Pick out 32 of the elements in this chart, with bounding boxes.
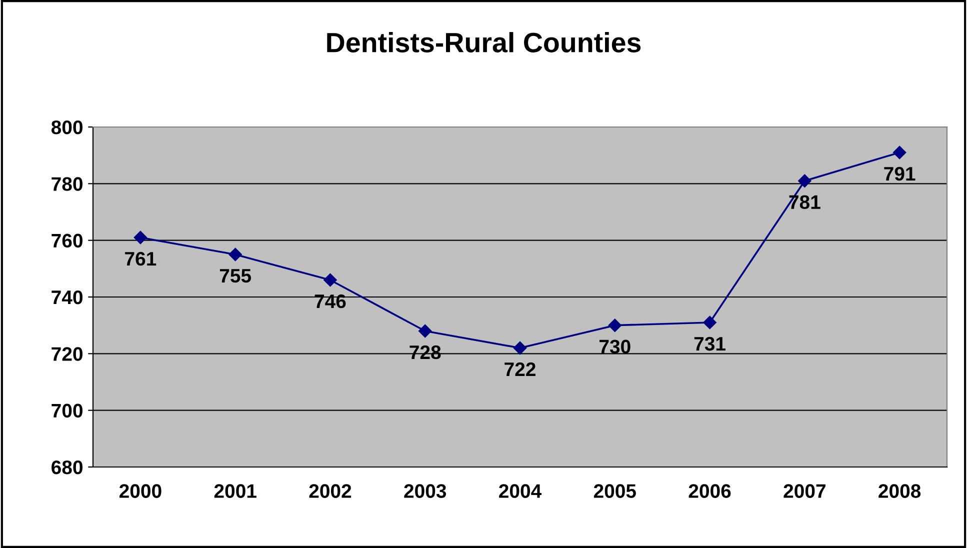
- y-tick-label: 740: [52, 290, 82, 304]
- y-tick-label: 780: [52, 177, 82, 191]
- point: [608, 318, 622, 332]
- x-tick-label: 2002: [309, 484, 352, 498]
- point: [134, 230, 148, 244]
- x-tick-label: 2003: [404, 484, 446, 498]
- data-label: 722: [504, 362, 536, 376]
- x-tick-label: 2000: [119, 484, 162, 498]
- data-label: 731: [694, 336, 726, 351]
- x-tick-label: 2008: [878, 484, 921, 498]
- chart-title: Dentists-Rural Counties: [327, 32, 641, 52]
- point: [892, 146, 906, 160]
- y-tick-label: 700: [52, 404, 82, 418]
- y-tick-label: 800: [51, 120, 82, 134]
- x-tick-label: 2006: [688, 484, 731, 498]
- point: [418, 324, 432, 338]
- data-label: 791: [884, 166, 916, 181]
- x-tick-label: 2005: [594, 484, 636, 498]
- x-tick-label: 2007: [784, 484, 826, 498]
- x-tick-label: 2004: [499, 484, 542, 498]
- x-tick-label: 2001: [214, 484, 256, 498]
- y-tick-label: 760: [52, 234, 82, 248]
- point: [798, 174, 812, 188]
- y-tick-label: 720: [52, 347, 82, 361]
- data-label: 755: [220, 269, 252, 283]
- point: [703, 316, 716, 330]
- data-label: 730: [600, 340, 630, 354]
- y-tick-label: 680: [52, 460, 82, 474]
- point: [324, 273, 337, 287]
- point: [513, 341, 527, 355]
- data-label: 761: [125, 252, 156, 266]
- point: [228, 248, 242, 262]
